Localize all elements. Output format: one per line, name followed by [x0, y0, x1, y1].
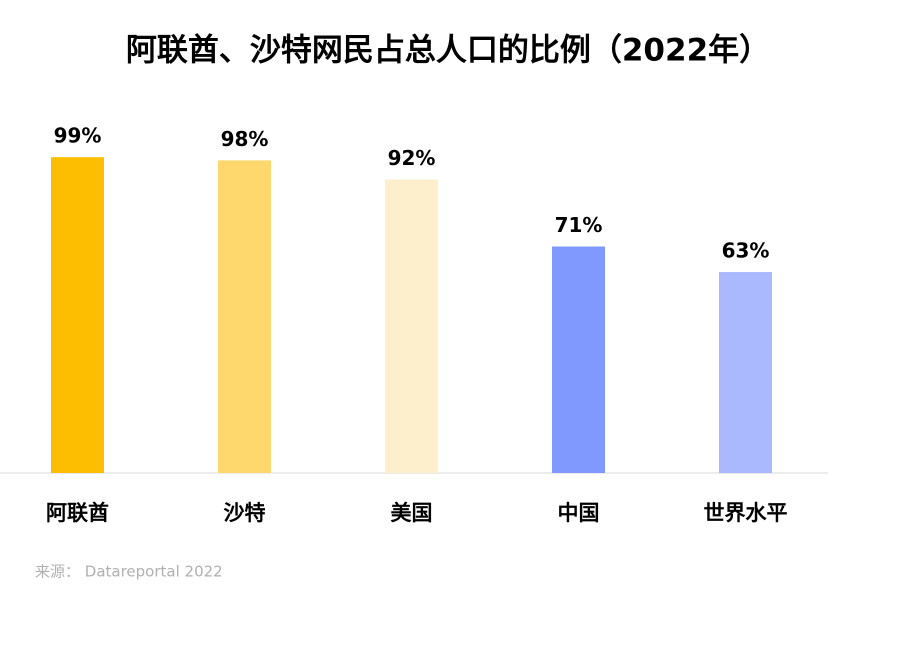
value-label: 92%	[388, 146, 436, 170]
bar	[552, 246, 605, 473]
source-note: 来源： Datareportal 2022	[35, 563, 223, 581]
bar	[385, 179, 438, 473]
value-label: 71%	[555, 213, 603, 237]
x-tick-label: 中国	[558, 501, 600, 525]
value-label: 63%	[722, 239, 770, 263]
x-tick-label: 沙特	[224, 501, 266, 525]
x-tick-label: 美国	[391, 501, 433, 525]
bar	[51, 157, 104, 473]
value-label: 99%	[54, 124, 102, 148]
bar	[218, 160, 271, 473]
bar	[719, 272, 772, 473]
x-tick-label: 世界水平	[704, 501, 788, 525]
value-label: 98%	[221, 127, 269, 151]
chart-title: 阿联酋、沙特网民占总人口的比例（2022年）	[126, 33, 770, 69]
x-tick-label: 阿联酋	[46, 501, 109, 525]
